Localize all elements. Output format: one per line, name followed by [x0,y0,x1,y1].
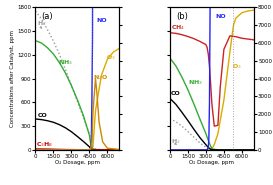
Text: (a): (a) [41,12,53,21]
X-axis label: O₂ Dosage, ppm: O₂ Dosage, ppm [189,160,235,165]
Text: (b): (b) [176,12,188,21]
Text: C$_3$H$_8$: C$_3$H$_8$ [37,140,54,149]
Text: NO: NO [215,14,226,19]
Text: O$_3$: O$_3$ [232,62,242,71]
Text: H$_2$: H$_2$ [171,137,181,146]
Y-axis label: Concentrations after Catalyst, ppm: Concentrations after Catalyst, ppm [10,30,14,127]
Text: CO: CO [171,91,181,96]
Text: NO: NO [96,18,107,23]
X-axis label: O₂ Dosage, ppm: O₂ Dosage, ppm [55,160,100,165]
Text: O$_3$: O$_3$ [106,53,116,62]
Text: NH$_3$: NH$_3$ [188,78,203,87]
Text: CH$_4$: CH$_4$ [171,23,185,32]
Text: H$_2$: H$_2$ [37,19,47,28]
Text: NH$_3$: NH$_3$ [58,58,72,67]
Text: CO: CO [38,113,48,118]
Text: N$_2$O: N$_2$O [93,73,108,82]
